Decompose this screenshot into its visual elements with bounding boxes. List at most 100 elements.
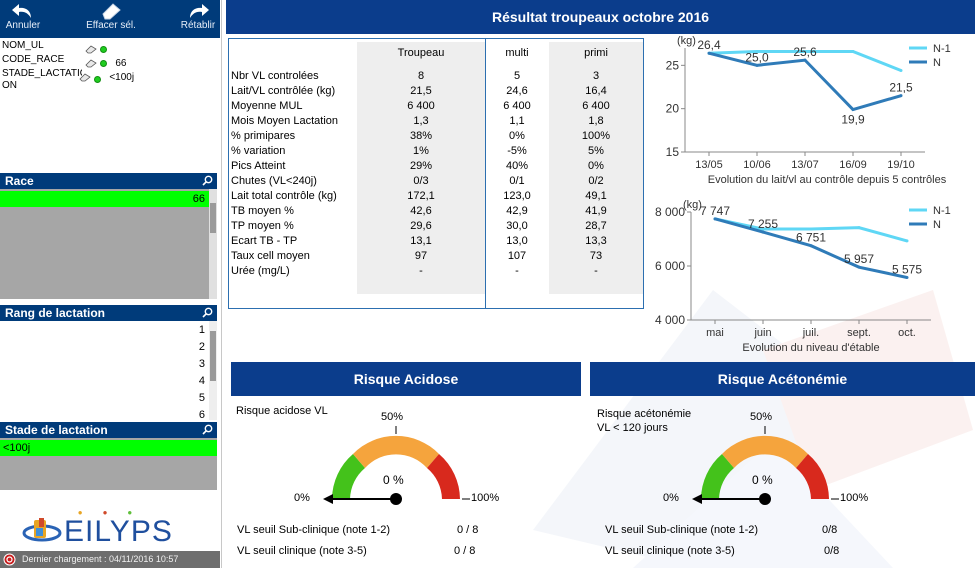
data-label: 6 751 [796,231,826,245]
logo-text: EILYPS [64,515,173,548]
gauge-needle-tip [323,494,333,504]
table-row: Pics Atteint 29% 40% 0% [229,159,643,174]
cell-troupeau: 0/3 [357,174,485,189]
cell-multi: 0/1 [509,175,525,187]
cell-primi: 1,8 [549,114,643,129]
race-listbox-header[interactable]: Race [0,173,217,189]
row-label: Ecart TB - TP [231,235,298,247]
clear-field-icon[interactable] [85,45,97,54]
cell-troupeau: 6 400 [357,99,485,114]
listbox-item[interactable]: 6 [0,407,209,420]
race-listbox: 66 [0,189,217,299]
selection-status-icon [93,76,101,84]
table-row: Chutes (VL<240j) 0/3 0/1 0/2 [229,174,643,189]
redo-icon [190,4,209,18]
cell-multi: 13,0 [506,235,528,247]
cell-multi: 0% [509,130,525,142]
series-point-n [899,94,903,98]
gauge-pivot [390,493,402,505]
x-tick-label: 10/06 [743,159,771,171]
cell-multi: 6 400 [503,100,531,112]
listbox-item[interactable]: 4 [0,373,209,389]
listbox-item-label: 6 [198,409,205,420]
series-point-n [707,51,711,55]
acidose-clinical-value: 0 / 8 [454,545,476,557]
y-tick-label: 4 000 [655,313,685,327]
acidose-label-min: 0% [294,492,310,504]
data-label: 25,0 [745,50,769,64]
cell-troupeau: 42,6 [357,204,485,219]
clear-selection-button[interactable]: Effacer sél. [80,0,142,38]
table-header-row: Troupeau multi primi [229,42,643,64]
eilyps-logo-mark [22,518,62,542]
y-tick-label: 15 [666,145,680,159]
logo-dots: ●●● [77,508,153,517]
scrollbar-thumb[interactable] [210,331,216,381]
listbox-item[interactable]: 3 [0,356,209,372]
cell-troupeau: 13,1 [357,234,485,249]
legend-label: N [933,57,941,69]
toolbar: Annuler Effacer sél. Rétablir [0,0,220,38]
series-point-n [905,275,909,279]
x-axis-label: Evolution du niveau d'étable [742,342,879,354]
selection-field: STADE_LACTATION [2,68,82,79]
row-label: % variation [231,145,286,157]
clear-selection-label: Effacer sél. [86,20,136,31]
search-icon[interactable] [202,307,213,318]
stats-table-frame: Troupeau multi primi Nbr VL controlées 8 5… [228,38,644,309]
acetonemie-subtitle-2: VL < 120 jours [597,422,668,434]
rang-listbox-header[interactable]: Rang de lactation [0,305,217,321]
clear-field-icon[interactable] [79,73,91,82]
clear-field-icon[interactable] [85,59,97,68]
series-point-n-1 [809,227,813,231]
cell-primi: 16,4 [549,84,643,99]
cell-troupeau: 8 [357,69,485,84]
reload-status-icon[interactable] [3,553,16,566]
cell-multi: 24,6 [506,85,528,97]
cell-primi: 28,7 [549,219,643,234]
y-tick-label: 8 000 [655,205,685,219]
cell-troupeau: 29,6 [357,219,485,234]
table-row: % variation 1% -5% 5% [229,144,643,159]
rang-scrollbar[interactable] [209,321,217,420]
series-point-n [803,58,807,62]
series-point-n-1 [857,226,861,230]
x-tick-label: juil. [802,327,820,339]
listbox-item-label: 4 [198,375,205,387]
race-scrollbar[interactable] [209,189,217,299]
stats-table-body: Nbr VL controlées 8 5 3 Lait/VL contrôlée (k… [229,69,643,294]
acetonemie-clinical-value: 0/8 [824,545,840,557]
status-bar: Dernier chargement : 04/11/2016 10:57 [0,551,220,568]
cell-primi: 41,9 [549,204,643,219]
row-label: Urée (mg/L) [231,265,290,277]
data-label: 7 255 [748,217,778,231]
acidose-value: 0 % [383,473,404,487]
cell-troupeau: 1% [357,144,485,159]
scrollbar-thumb[interactable] [210,203,216,233]
legend-label: N-1 [933,205,951,217]
x-tick-label: sept. [847,327,871,339]
listbox-item[interactable]: 1 [0,322,209,338]
selection-row: CODE_RACE 66 [2,54,126,69]
listbox-item-lt100j[interactable]: <100j [0,440,217,456]
stade-listbox-header[interactable]: Stade de lactation [0,422,217,438]
redo-button[interactable]: Rétablir [178,0,218,38]
data-label: 5 575 [892,262,922,276]
listbox-item[interactable]: 2 [0,339,209,355]
data-label: 5 957 [844,252,874,266]
row-label: Moyenne MUL [231,100,303,112]
search-icon[interactable] [202,424,213,435]
cell-primi: 0/2 [549,174,643,189]
cell-multi: 107 [507,250,527,262]
niveau-etable-chart: 4 000 6 000 8 000(kg) mai juin juil. sept. oct.… [655,200,951,354]
cell-troupeau: 172,1 [357,189,485,204]
acetonemie-subclinical-value: 0/8 [822,524,838,536]
page-title: Résultat troupeaux octobre 2016 [226,0,975,34]
listbox-item-66[interactable]: 66 [0,191,209,207]
listbox-item[interactable]: 5 [0,390,209,406]
series-point-n-1 [899,69,903,73]
acetonemie-panel: Risque acétonémie VL < 120 jours 50% 0% … [590,400,975,568]
x-tick-label: juin [753,327,771,339]
undo-button[interactable]: Annuler [2,0,44,38]
search-icon[interactable] [202,175,213,186]
